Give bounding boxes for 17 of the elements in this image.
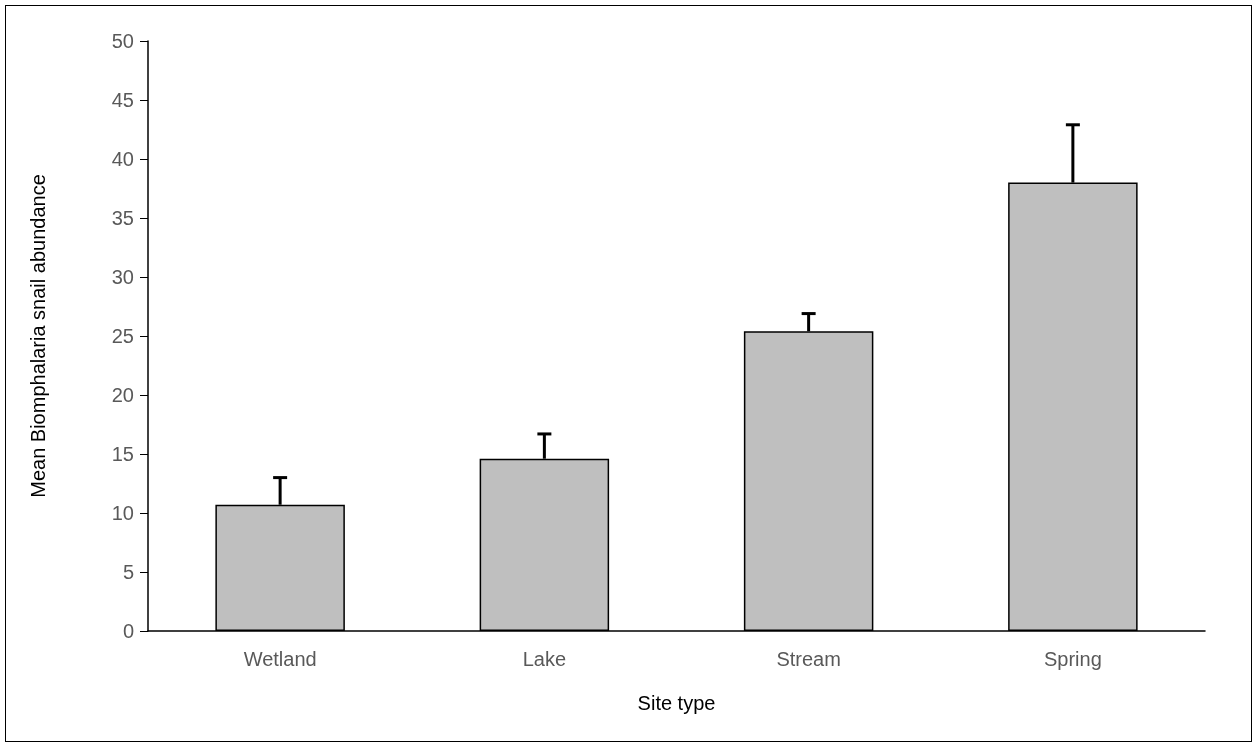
- y-tick-label: 20: [111, 384, 134, 406]
- y-axis-title: Mean Biomphalaria snail abundance: [27, 174, 49, 498]
- x-axis-title: Site type: [637, 692, 716, 714]
- y-tick-label: 5: [122, 561, 134, 583]
- x-tick-label: Wetland: [243, 648, 317, 670]
- x-tick-label: Lake: [522, 648, 567, 670]
- y-tick-label: 0: [122, 620, 134, 642]
- y-tick-label: 25: [111, 325, 134, 347]
- y-tick-label: 50: [111, 30, 134, 52]
- x-tick-label: Stream: [776, 648, 841, 670]
- y-tick-label: 40: [111, 148, 134, 170]
- y-tick-label: 45: [111, 89, 134, 111]
- y-tick-label: 35: [111, 207, 134, 229]
- y-tick-label: 30: [111, 266, 134, 288]
- y-tick-label: 15: [111, 443, 134, 465]
- y-tick-label: 10: [111, 502, 134, 524]
- x-tick-label: Spring: [1043, 648, 1102, 670]
